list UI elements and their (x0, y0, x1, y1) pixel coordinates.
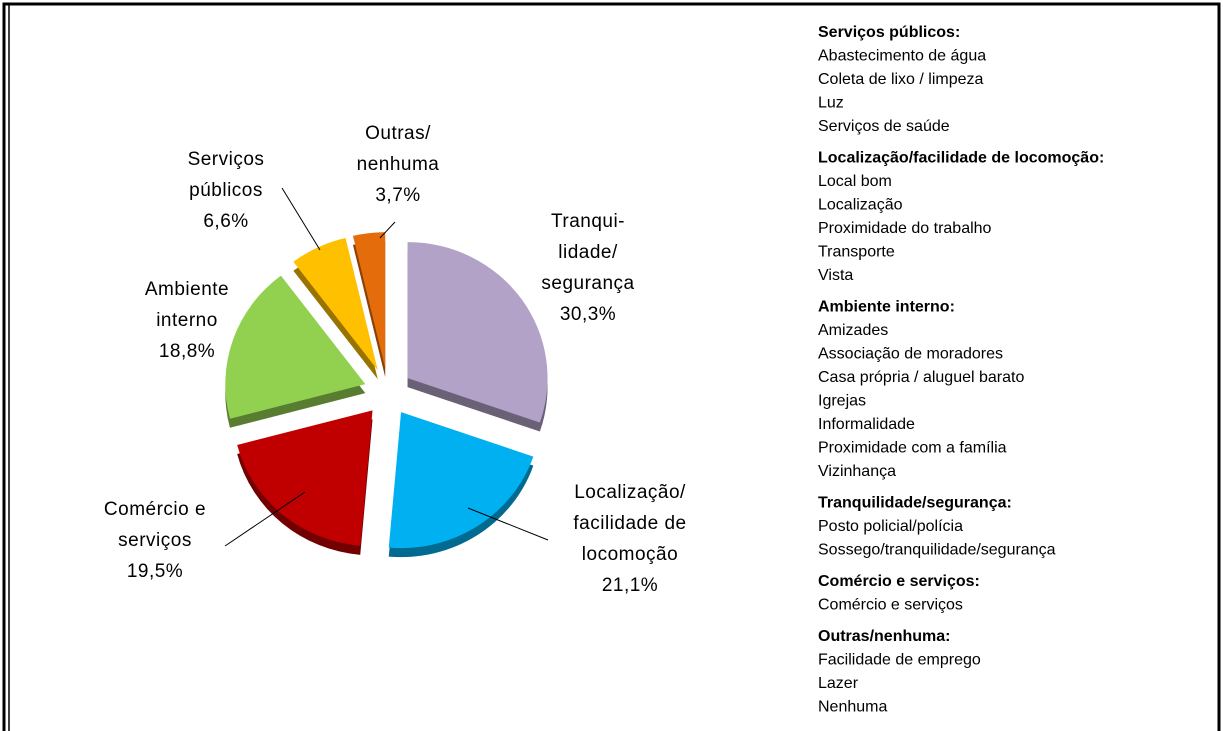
slice-label: Outras/ (365, 123, 431, 144)
slice-value-label: 6,6% (203, 211, 248, 232)
legend-item: Lazer (818, 675, 859, 692)
slice-value-label: 30,3% (560, 304, 616, 325)
legend-item: Nenhuma (818, 699, 887, 716)
slice-label: Comércio e (104, 499, 206, 520)
legend-item: Associação de moradores (818, 346, 1003, 363)
slice-value-label: 21,1% (602, 575, 658, 596)
leader-line (224, 491, 306, 547)
legend-item: Local bom (818, 173, 892, 190)
slice-label: serviços (118, 530, 192, 551)
slice-value-label: 18,8% (159, 341, 215, 362)
slice-label: Serviços (188, 149, 265, 170)
legend-group-title: Ambiente interno: (818, 299, 955, 316)
legend-item: Vista (818, 267, 853, 284)
legend-item: Comércio e serviços (818, 597, 963, 614)
legend-item: Proximidade com a família (818, 440, 1007, 457)
slice-value-label: 19,5% (127, 561, 183, 582)
leader-line (281, 187, 321, 251)
legend-item: Serviços de saúde (818, 118, 950, 135)
slice (293, 237, 378, 371)
slice-label: facilidade de (573, 513, 686, 534)
legend-item: Proximidade do trabalho (818, 220, 992, 237)
legend-group-title: Tranquilidade/segurança: (818, 495, 1012, 512)
slice (352, 232, 386, 369)
slice (237, 410, 373, 546)
legend-item: Transporte (818, 244, 895, 261)
legend-group-title: Serviços públicos: (818, 24, 960, 41)
slice-label: lidade/ (558, 242, 618, 263)
slice-label: interno (156, 310, 218, 331)
slice-label: nenhuma (357, 154, 440, 175)
slice (388, 412, 534, 549)
slice-label: Tranqui- (551, 211, 625, 232)
slice-value-label: 3,7% (375, 185, 420, 206)
slice-label: segurança (541, 273, 634, 294)
slice-label: públicos (189, 180, 263, 201)
legend-item: Facilidade de emprego (818, 652, 981, 669)
slice (225, 275, 366, 419)
legend-item: Vizinhança (818, 463, 896, 480)
slice (407, 242, 548, 423)
legend-item: Igrejas (818, 393, 866, 410)
legend-item: Coleta de lixo / limpeza (818, 71, 984, 88)
legend-item: Localização (818, 197, 903, 214)
legend-item: Amizades (818, 322, 888, 339)
slice-label: Ambiente (145, 279, 229, 300)
slice-label: locomoção (582, 544, 678, 565)
legend-item: Abastecimento de água (818, 48, 986, 65)
legend-group-title: Comércio e serviços: (818, 573, 980, 590)
leader-line (467, 507, 549, 541)
slice-label: Localização/ (574, 482, 686, 503)
legend-item: Luz (818, 95, 844, 112)
legend-item: Informalidade (818, 416, 915, 433)
legend-group-title: Outras/nenhuma: (818, 628, 950, 645)
legend-group-title: Localização/facilidade de locomoção: (818, 150, 1104, 167)
legend-item: Posto policial/polícia (818, 518, 963, 535)
leader-line (379, 221, 396, 239)
legend-item: Casa própria / aluguel barato (818, 369, 1024, 386)
legend-item: Sossego/tranquilidade/segurança (818, 542, 1056, 559)
